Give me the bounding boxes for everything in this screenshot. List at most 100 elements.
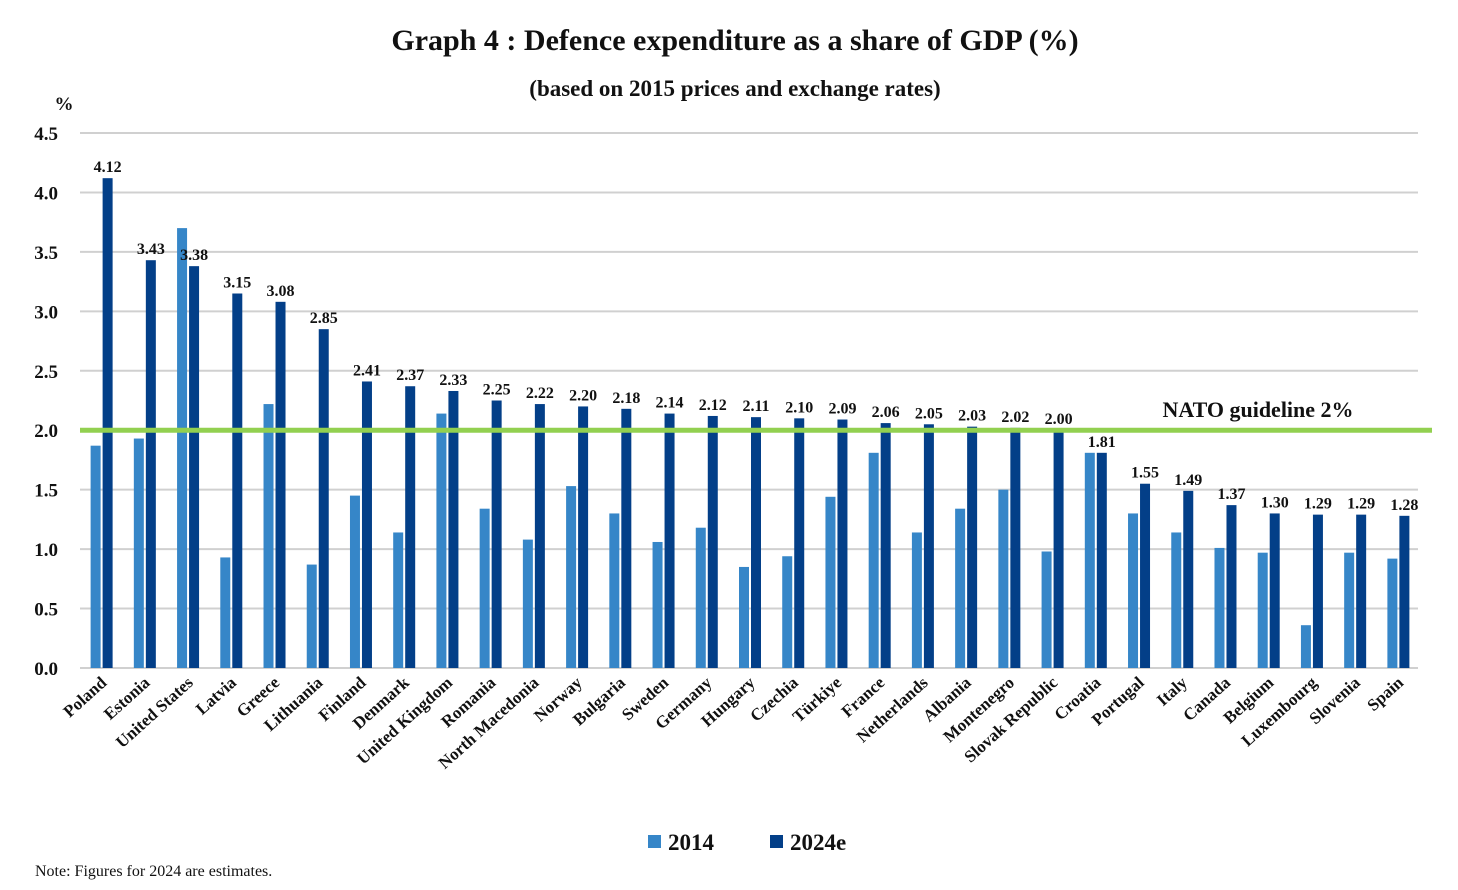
data-label: 2.33 [439, 372, 467, 389]
data-label: 1.30 [1261, 494, 1289, 511]
legend-swatch-2024e [770, 835, 783, 848]
bar-2024e-belgium [1269, 513, 1280, 668]
data-label: 1.55 [1131, 465, 1159, 482]
bar-2024e-portugal [1140, 483, 1151, 668]
data-label: 1.37 [1217, 486, 1245, 503]
bar-2014-netherlands [911, 532, 922, 668]
y-tick-label: 1.5 [34, 481, 58, 502]
y-axis-unit: % [55, 94, 74, 115]
bar-2024e-france [880, 423, 891, 668]
bar-2014-lithuania [306, 564, 317, 668]
bar-2024e-north-macedonia [534, 404, 545, 668]
data-label: 1.29 [1347, 496, 1375, 513]
x-tick-label: Türkiye [789, 673, 846, 727]
bar-2014-united-states [177, 228, 188, 668]
bar-2014-germany [695, 527, 706, 668]
bar-2024e-germany [707, 415, 718, 668]
data-label: 1.29 [1304, 496, 1332, 513]
bar-2024e-luxembourg [1312, 514, 1323, 668]
bar-2014-albania [955, 508, 966, 668]
data-label: 2.09 [828, 401, 856, 418]
data-label: 2.02 [1001, 409, 1029, 426]
bar-2024e-türkiye [837, 419, 848, 668]
data-label: 2.11 [742, 398, 769, 415]
bar-2014-latvia [220, 557, 231, 668]
bar-2014-croatia [1084, 452, 1095, 668]
bar-2024e-slovak-republic [1053, 430, 1064, 668]
data-label: 2.05 [915, 405, 943, 422]
data-label: 2.25 [483, 382, 511, 399]
bar-2014-slovenia [1344, 552, 1355, 668]
bar-2024e-montenegro [1010, 427, 1021, 668]
nato-guideline-label: NATO guideline 2% [1162, 397, 1353, 422]
bar-2024e-netherlands [923, 424, 934, 668]
chart-subtitle: (based on 2015 prices and exchange rates… [529, 76, 941, 101]
bar-2014-canada [1214, 547, 1225, 668]
data-label: 2.18 [612, 390, 640, 407]
bar-2014-slovak-republic [1041, 551, 1052, 668]
bar-2014-spain [1387, 558, 1398, 668]
data-label: 1.81 [1088, 434, 1116, 451]
bar-2024e-estonia [145, 260, 156, 668]
bar-2024e-spain [1399, 515, 1410, 668]
bar-2014-portugal [1128, 513, 1139, 668]
bar-2014-poland [90, 445, 101, 668]
bar-2014-north-macedonia [522, 539, 533, 668]
bar-2024e-finland [361, 381, 372, 668]
bar-2024e-italy [1183, 490, 1194, 668]
chart-title: Graph 4 : Defence expenditure as a share… [391, 24, 1079, 57]
data-label: 4.12 [94, 159, 122, 176]
bar-2014-estonia [133, 438, 144, 668]
data-label: 2.14 [656, 395, 684, 412]
bar-2014-bulgaria [609, 513, 620, 668]
bar-2024e-slovenia [1356, 514, 1367, 668]
y-tick-label: 3.0 [34, 302, 58, 323]
bar-2014-belgium [1257, 552, 1268, 668]
bar-2024e-norway [578, 406, 589, 668]
y-tick-label: 0.0 [34, 659, 58, 680]
data-label: 2.06 [872, 404, 900, 421]
data-label: 2.20 [569, 387, 597, 404]
y-tick-label: 0.5 [34, 600, 58, 621]
bar-2024e-lithuania [318, 329, 329, 668]
legend-label-2024e: 2024e [790, 830, 846, 855]
data-label: 3.43 [137, 241, 165, 258]
bar-2024e-czechia [794, 418, 805, 668]
data-label: 3.15 [223, 275, 251, 292]
bar-2014-finland [349, 495, 360, 668]
bar-2024e-denmark [405, 386, 416, 668]
x-tick-label: Latvia [192, 673, 240, 719]
data-label: 2.41 [353, 362, 381, 379]
bar-2024e-poland [102, 178, 113, 668]
bar-2024e-bulgaria [621, 408, 632, 668]
bar-2014-united-kingdom [436, 413, 447, 668]
bar-2024e-hungary [751, 417, 761, 668]
data-label: 2.37 [396, 367, 424, 384]
bar-2024e-united-states [189, 266, 200, 668]
bar-2014-luxembourg [1300, 625, 1311, 668]
bar-2014-czechia [782, 556, 793, 668]
data-label: 3.08 [267, 283, 295, 300]
bar-2014-türkiye [825, 496, 836, 668]
bar-2024e-romania [491, 400, 502, 668]
data-label: 1.49 [1174, 472, 1202, 489]
y-tick-label: 4.5 [34, 124, 58, 145]
y-tick-label: 4.0 [34, 183, 58, 204]
bar-2014-denmark [393, 532, 404, 668]
y-tick-label: 2.5 [34, 362, 58, 383]
bar-2024e-greece [275, 301, 286, 668]
bar-2014-romania [479, 508, 490, 668]
data-label: 1.28 [1390, 497, 1418, 514]
bar-2024e-croatia [1096, 452, 1107, 668]
data-label: 2.10 [785, 399, 813, 416]
bar-2014-italy [1171, 532, 1182, 668]
bar-2014-sweden [652, 541, 663, 668]
y-tick-label: 1.0 [34, 540, 58, 561]
bar-2024e-united-kingdom [448, 390, 459, 668]
bar-2014-montenegro [998, 489, 1009, 668]
legend-label-2014: 2014 [668, 830, 715, 855]
bar-2024e-latvia [232, 293, 243, 668]
bar-2024e-canada [1226, 505, 1237, 668]
bar-2014-norway [566, 486, 577, 668]
